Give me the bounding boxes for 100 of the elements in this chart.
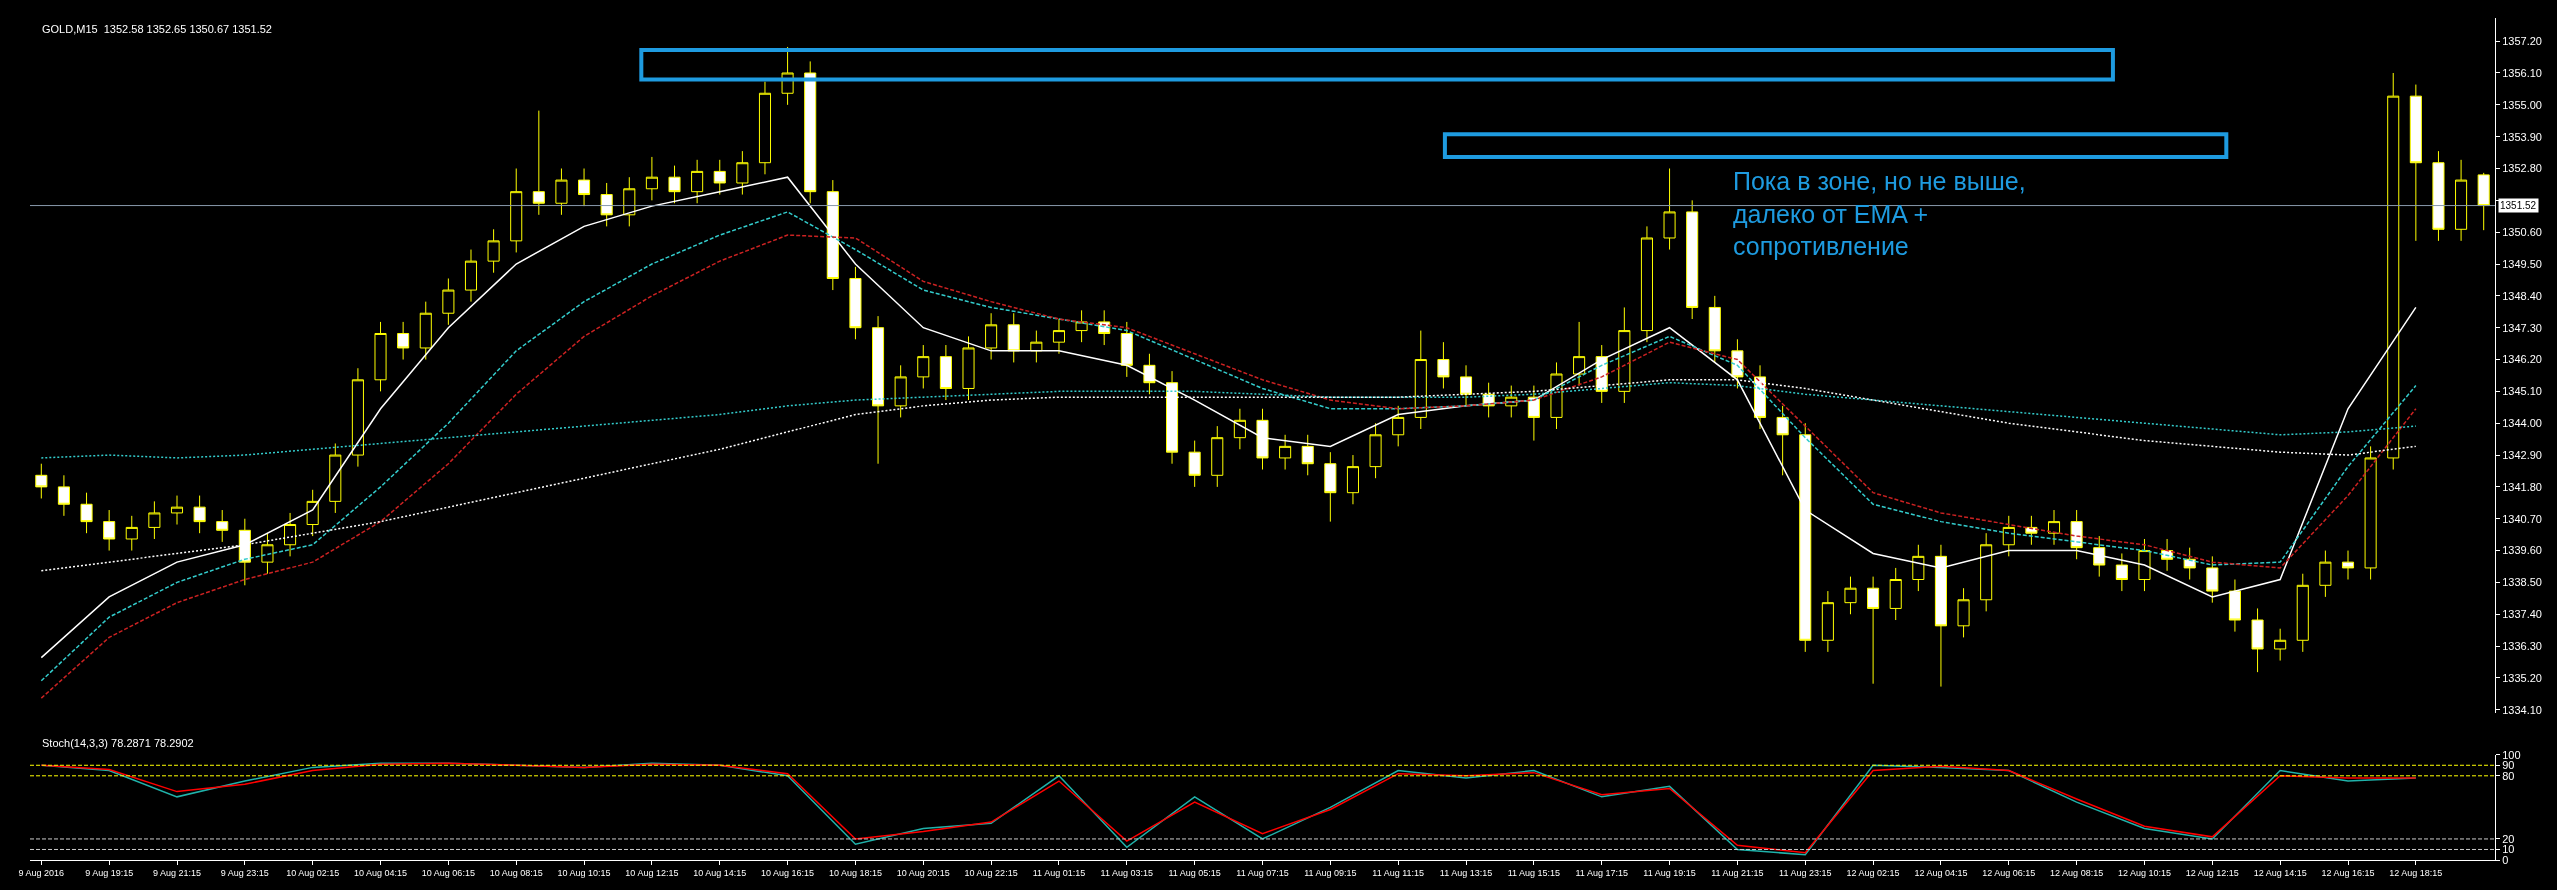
y-tick-label: 80 [2502,769,2515,782]
candlestick [645,156,658,201]
candlestick [2477,172,2490,231]
candlestick [1912,544,1925,592]
candlestick [2206,555,2219,604]
candlestick [216,509,229,543]
x-tick-label: 12 Aug 16:15 [2321,867,2375,878]
candlestick [2409,84,2422,242]
y-tick-label: 1334.10 [2502,703,2542,716]
x-tick-label: 12 Aug 04:15 [1914,867,1968,878]
candlestick [917,344,930,389]
candlestick [804,60,817,204]
y-tick-label: 20 [2502,832,2515,845]
candlestick [1844,576,1857,615]
candlestick [691,159,704,204]
text: GOLD,M15 1352.58 1352.65 1350.67 1351.52 [42,23,272,35]
candlestick [2296,573,2309,653]
candlestick [2138,538,2151,592]
candlestick [170,495,184,526]
candlestick [2251,607,2264,673]
candlestick [2228,579,2241,633]
y-tick-label: 1349.50 [2502,257,2542,270]
candlestick [57,474,70,517]
x-tick-label: 12 Aug 08:15 [2050,867,2104,878]
x-tick-label: 10 Aug 10:15 [557,867,611,878]
y-tick-label: 90 [2502,759,2515,772]
candlestick [1120,321,1133,378]
candlestick [1301,434,1314,476]
candlestick [1618,306,1631,404]
candlestick [1867,576,1880,685]
y-tick-label: 1344.00 [2502,417,2542,430]
candlestick [1686,199,1699,320]
candlestick [442,277,455,326]
candlestick [329,442,342,514]
candlestick [80,492,93,534]
y-tick-label: 1342.90 [2502,448,2542,461]
x-tick-label: 12 Aug 02:15 [1846,867,1900,878]
candlestick [2002,515,2015,557]
x-tick-label: 10 Aug 20:15 [896,867,950,878]
candlestick [1007,312,1020,363]
candlestick [1233,408,1246,450]
candlestick [1573,321,1586,387]
candlestick [2115,552,2128,592]
x-tick-label: 11 Aug 11:15 [1372,867,1425,878]
candlestick [351,367,364,468]
x-tick-label: 12 Aug 10:15 [2117,867,2171,878]
candlestick [532,110,545,216]
y-tick-label: 1348.40 [2502,289,2542,302]
candlestick [1640,225,1653,343]
x-tick-label: 10 Aug 14:15 [693,867,747,878]
y-tick-label: 1340.70 [2502,512,2542,525]
x-tick-label: 12 Aug 06:15 [1982,867,2036,878]
candlestick [148,500,161,540]
y-tick-label: 1338.50 [2502,576,2542,589]
candlestick [103,509,116,552]
candlestick [306,489,319,537]
candlestick [2432,150,2445,242]
x-tick-label: 10 Aug 04:15 [354,867,408,878]
x-tick-label: 9 Aug 23:15 [220,867,269,878]
x-tick-label: 11 Aug 03:15 [1100,867,1154,878]
x-tick-label: 11 Aug 19:15 [1643,867,1696,878]
x-tick-label: 11 Aug 05:15 [1168,867,1221,878]
y-tick-label: 0 [2502,853,2509,866]
y-tick-label: 1346.20 [2502,353,2542,366]
candlestick [35,463,48,499]
candlestick [397,321,410,361]
candlestick [1279,434,1292,471]
y-tick-label: 1345.10 [2502,385,2542,398]
y-tick-label: 1347.30 [2502,321,2542,334]
candlestick [1256,408,1269,471]
candlestick [1392,405,1405,447]
y-tick-label: 1341.80 [2502,480,2542,493]
candlestick [1957,587,1970,638]
candlestick [1188,440,1201,488]
candlestick [464,249,478,303]
annotation: Пока в зоне, но не выше, далеко от EMA + сопротивление [1733,167,2026,260]
candlestick [1346,454,1359,505]
candlestick [894,364,907,418]
x-tick-label: 12 Aug 14:15 [2253,867,2307,878]
y-tick-label: 1353.90 [2502,130,2542,143]
x-tick-label: 11 Aug 01:15 [1032,867,1086,878]
candlestick [578,168,591,207]
candlestick [758,81,772,175]
candlestick [510,168,523,253]
candlestick [1980,532,1993,612]
y-tick-label: 1355.00 [2502,98,2542,111]
candlestick [2183,547,2196,581]
candlestick [985,312,998,361]
x-tick-label: 11 Aug 23:15 [1779,867,1832,878]
candlestick [962,335,975,401]
candlestick [1324,451,1337,523]
candlestick [419,301,432,361]
y-tick-label: 1339.60 [2502,544,2542,557]
candlestick [1776,405,1789,476]
candlestick [2047,509,2061,546]
x-tick-label: 10 Aug 02:15 [286,867,340,878]
x-tick-label: 11 Aug 15:15 [1507,867,1561,878]
x-tick-label: 10 Aug 22:15 [964,867,1018,878]
x-tick-label: 9 Aug 19:15 [85,867,134,878]
candlestick [939,344,952,401]
